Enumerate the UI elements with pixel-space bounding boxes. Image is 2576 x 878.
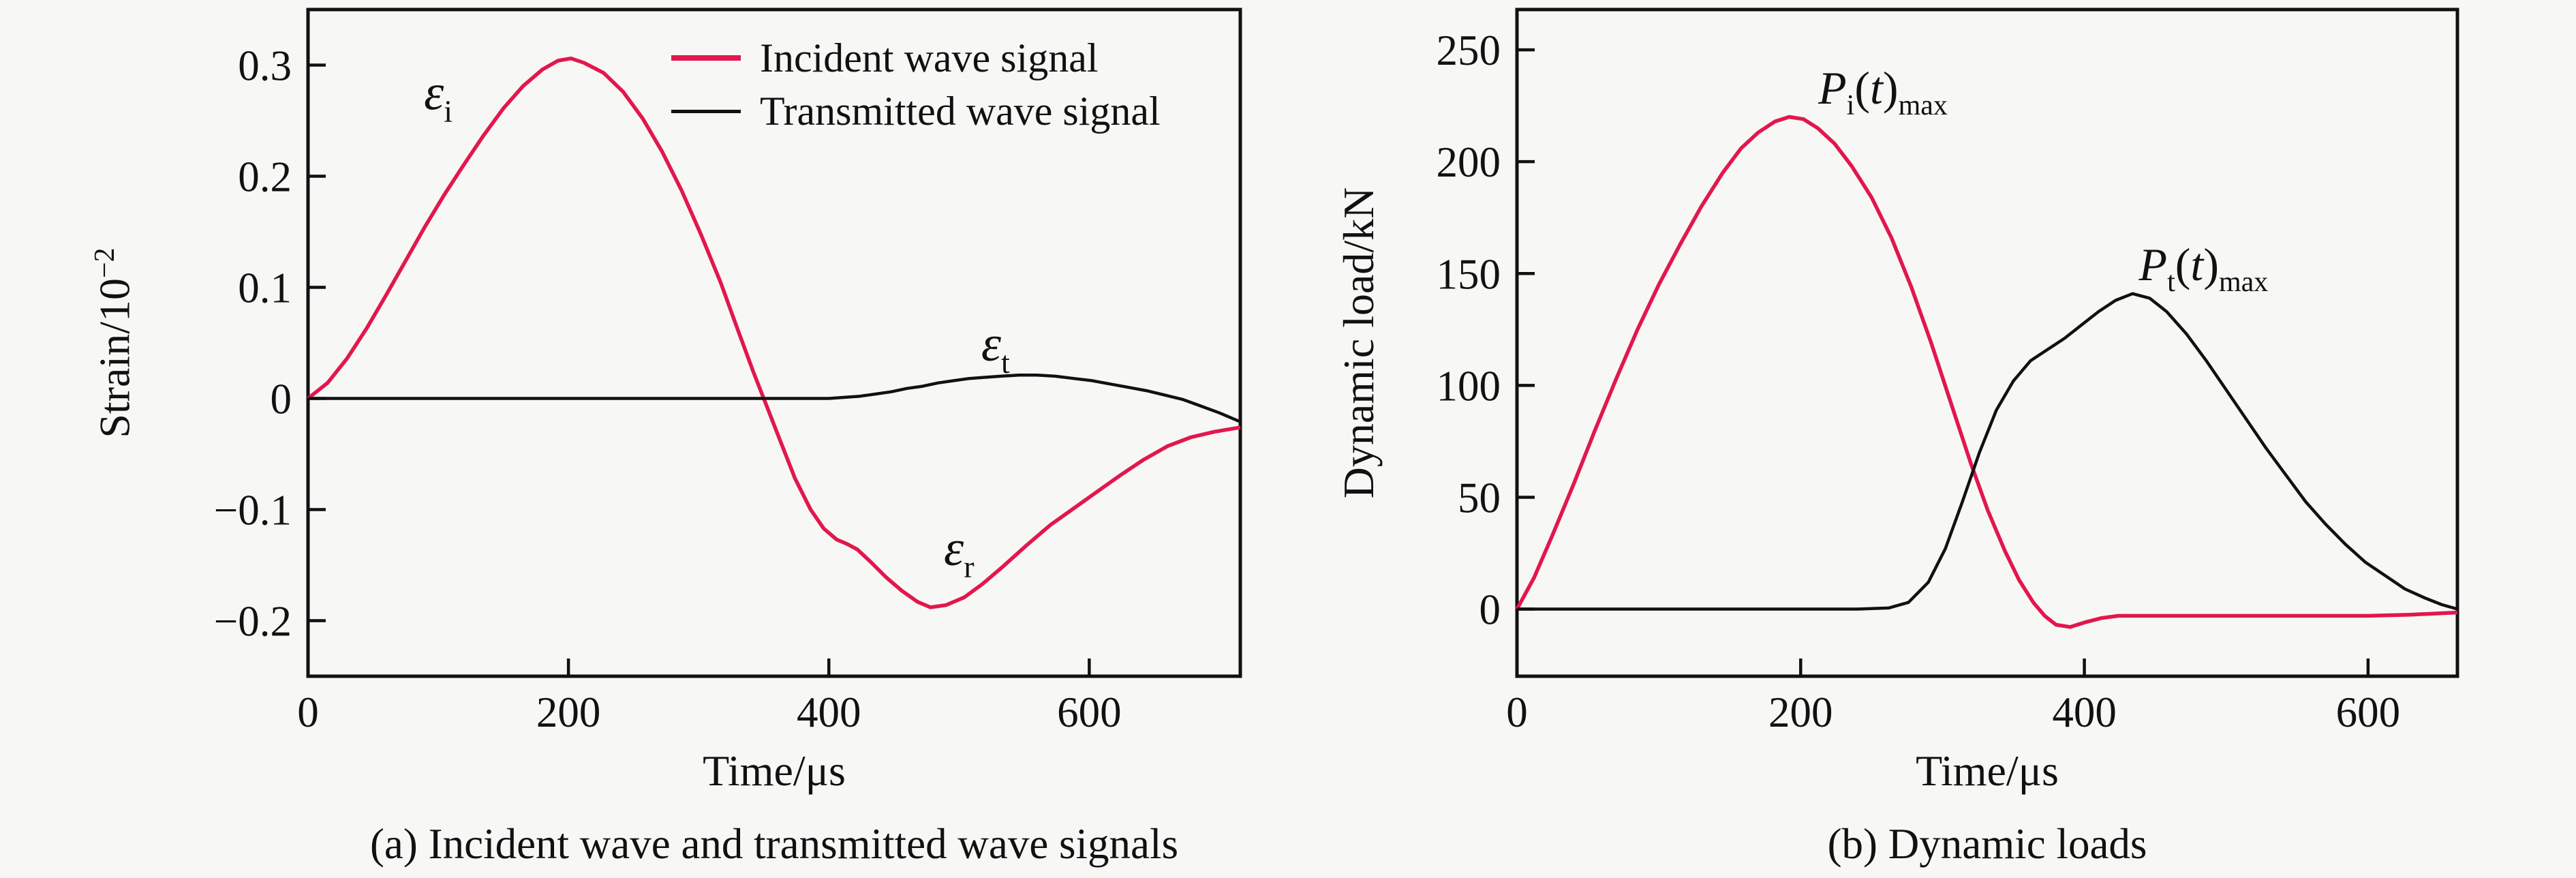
x-axis-tick-label: 0 <box>297 688 319 736</box>
y-axis-tick-label: 0.1 <box>238 264 292 312</box>
y-axis-tick-label: −0.1 <box>214 487 292 534</box>
y-axis-tick-label: 250 <box>1437 27 1501 74</box>
epsilon-i-label: εi <box>424 65 453 129</box>
epsilon-r-label: εr <box>944 521 975 584</box>
chart-b-dynamic-loads: 0 200 400 600 250 200 150 100 50 0 Pi(t)max Pt(t)ma… <box>1288 0 2576 878</box>
incident-wave-legend-label: Incident wave signal <box>760 35 1099 80</box>
y-axis-tick-label: 0.3 <box>238 42 292 90</box>
transmitted-wave-legend-label: Transmitted wave signal <box>760 89 1161 134</box>
x-axis-tick-label: 600 <box>1057 688 1122 736</box>
y-axis-tick-label: 0 <box>1479 586 1501 634</box>
transmitted-wave-curve <box>308 374 1241 423</box>
chart-a-y-axis-title: Strain/10−2 <box>78 104 138 581</box>
legend-row-incident: Incident wave signal <box>671 31 1161 85</box>
pi-max-label: Pi(t)max <box>1818 62 1948 121</box>
x-axis-tick-label: 400 <box>797 688 861 736</box>
plot-frame <box>1515 7 2459 678</box>
y-axis-tick-label: 0.2 <box>238 153 292 201</box>
chart-b-x-axis-title: Time/μs <box>1916 746 2059 795</box>
transmitted-load-curve <box>1517 292 2458 611</box>
y-axis-tick-label: 0 <box>271 376 292 423</box>
y-axis-tick-label: −0.2 <box>214 598 292 646</box>
chart-b-plot-area: 0 200 400 600 250 200 150 100 50 0 Pi(t)max Pt(t)ma… <box>1437 7 2459 736</box>
incident-wave-curve <box>307 56 1241 609</box>
incident-load-curve <box>1515 115 2458 629</box>
y-axis-tick-label: 100 <box>1437 362 1501 410</box>
epsilon-t-label: εt <box>981 316 1010 380</box>
y-axis-tick-label: 150 <box>1437 250 1501 298</box>
y-axis-title-text: Strain/10 <box>90 278 139 438</box>
y-axis-tick-label: 50 <box>1458 474 1501 521</box>
legend-row-transmitted: Transmitted wave signal <box>671 85 1161 138</box>
x-axis-tick-label: 400 <box>2052 688 2117 736</box>
plot-frame <box>306 7 1242 678</box>
y-axis-title-exponent: −2 <box>89 247 121 279</box>
chart-b-caption: (b) Dynamic loads <box>1827 820 2147 868</box>
chart-b-y-axis-title: Dynamic load/kN <box>1334 187 1383 499</box>
chart-a-x-axis-title: Time/μs <box>703 746 846 795</box>
y-axis-tick-label: 200 <box>1437 138 1501 186</box>
chart-a-legend: Incident wave signal Transmitted wave si… <box>671 31 1161 138</box>
x-axis-tick-label: 0 <box>1506 688 1528 736</box>
incident-wave-legend-swatch <box>671 55 741 61</box>
x-axis-tick-label: 200 <box>1768 688 1833 736</box>
transmitted-wave-legend-swatch <box>671 109 741 113</box>
chart-a-caption: (a) Incident wave and transmitted wave s… <box>369 820 1179 868</box>
chart-a-wave-signals: 0 200 400 600 0.3 0.2 0.1 0 −0.1 −0.2 εi εt εr Strai… <box>78 7 1242 868</box>
x-axis-tick-label: 200 <box>536 688 601 736</box>
pt-max-label: Pt(t)max <box>2138 239 2269 298</box>
chart-a-plot-area: 0 200 400 600 0.3 0.2 0.1 0 −0.1 −0.2 εi εt εr <box>214 7 1242 736</box>
x-axis-tick-label: 600 <box>2336 688 2401 736</box>
